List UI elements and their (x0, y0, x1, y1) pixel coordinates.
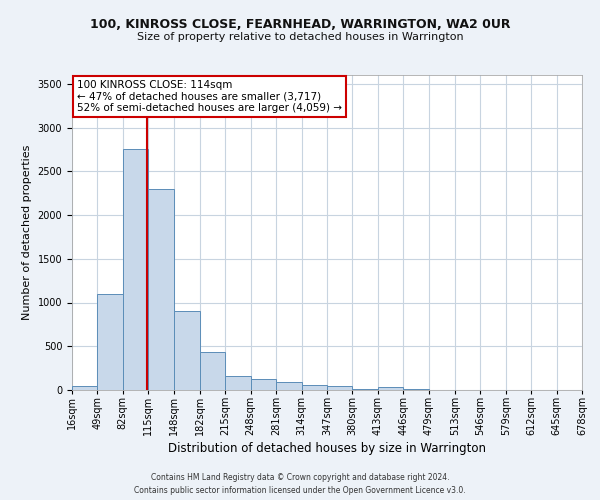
Bar (200, 352, 226, 390)
Text: Contains HM Land Registry data © Crown copyright and database right 2024.
Contai: Contains HM Land Registry data © Crown c… (134, 474, 466, 495)
Bar (173, 311, 200, 390)
Bar (72, 386, 97, 390)
Text: Size of property relative to detached houses in Warrington: Size of property relative to detached ho… (137, 32, 463, 42)
Bar (302, 385, 327, 390)
Text: 100 KINROSS CLOSE: 114sqm
← 47% of detached houses are smaller (3,717)
52% of se: 100 KINROSS CLOSE: 114sqm ← 47% of detac… (77, 80, 342, 113)
Bar (97, 294, 123, 390)
Bar (276, 382, 302, 390)
Bar (352, 389, 378, 390)
Bar (327, 386, 352, 390)
Bar (378, 386, 403, 390)
Bar (251, 378, 276, 390)
X-axis label: Distribution of detached houses by size in Warrington: Distribution of detached houses by size … (168, 442, 486, 455)
Y-axis label: Number of detached properties: Number of detached properties (22, 145, 32, 320)
Bar (403, 388, 428, 390)
Text: 100, KINROSS CLOSE, FEARNHEAD, WARRINGTON, WA2 0UR: 100, KINROSS CLOSE, FEARNHEAD, WARRINGTO… (90, 18, 510, 30)
Bar (148, 188, 173, 390)
Bar (226, 376, 251, 390)
Bar (123, 150, 148, 390)
